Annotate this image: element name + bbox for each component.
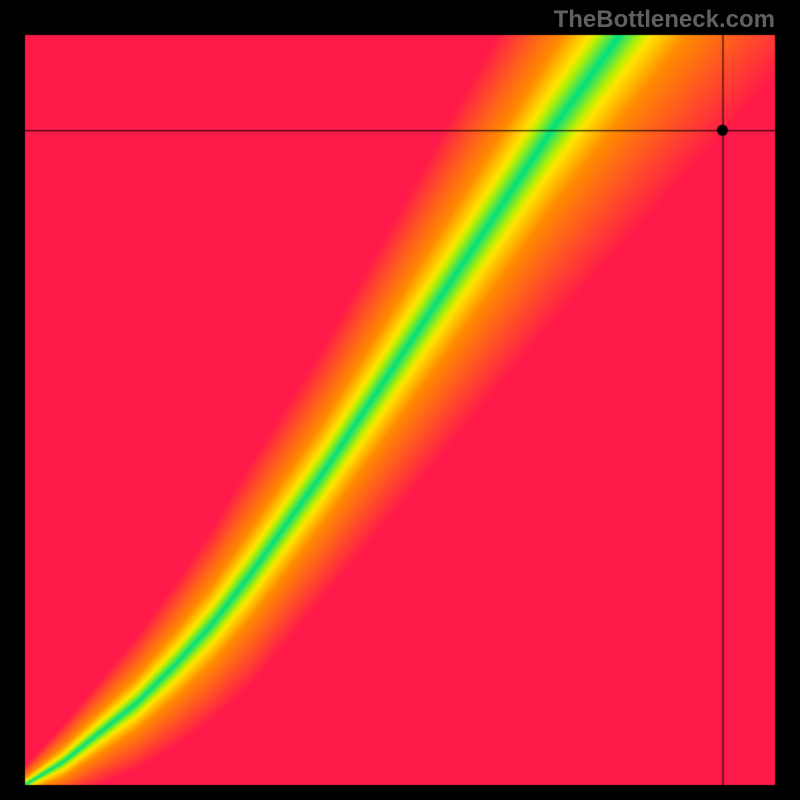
watermark-text: TheBottleneck.com xyxy=(554,6,775,34)
chart-container: TheBottleneck.com xyxy=(0,0,800,800)
heatmap-canvas xyxy=(0,0,800,800)
